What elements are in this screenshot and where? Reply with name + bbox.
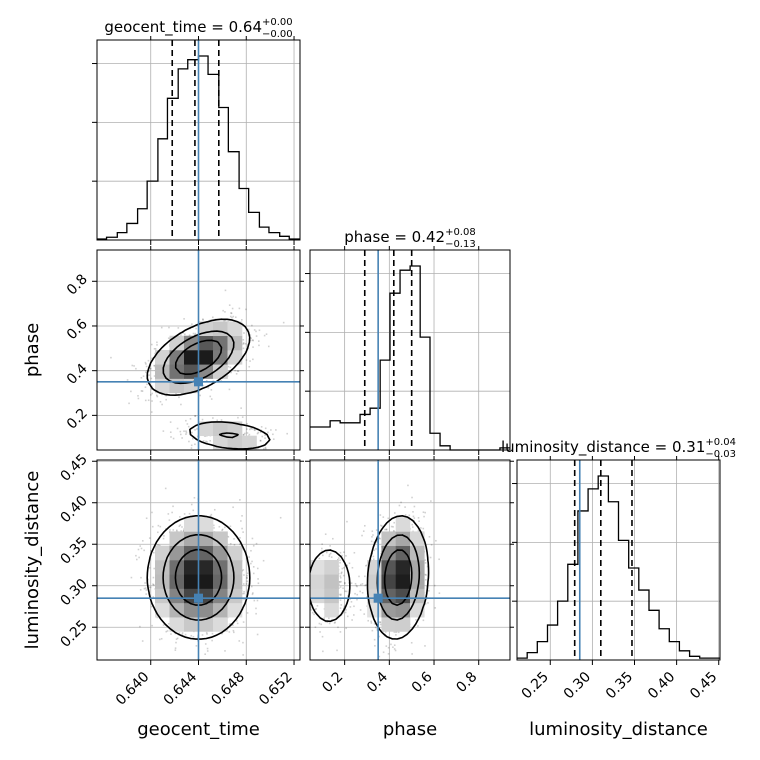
x-tick-label: 0.644 <box>161 669 201 709</box>
y-axis-label-luminosity_distance: luminosity_distance <box>22 471 43 650</box>
2d-panel-phase-vs-luminosity_distance <box>305 456 514 665</box>
panel-frame <box>516 459 721 661</box>
contour-line <box>174 548 223 606</box>
y-axis-label-phase: phase <box>22 323 43 377</box>
x-tick-label: 0.25 <box>519 669 552 702</box>
panel-frame <box>309 459 511 661</box>
contour-line <box>146 515 251 640</box>
y-tick-label: 0.8 <box>64 271 91 298</box>
hist-panel-luminosity_distance: luminosity_distance = 0.31+0.04 −0.03 <box>501 437 736 665</box>
density-contours <box>146 515 251 640</box>
contour-line <box>383 549 413 606</box>
x-tick-label: 0.648 <box>208 669 248 709</box>
x-tick-label: 0.2 <box>319 669 346 696</box>
panel-title-luminosity_distance: luminosity_distance = 0.31+0.04 −0.03 <box>501 437 736 460</box>
x-axis-label-geocent_time: geocent_time <box>137 719 260 740</box>
hist-panel-phase: phase = 0.42+0.08 −0.13 <box>305 227 511 455</box>
x-tick-label: 0.652 <box>256 669 296 709</box>
y-tick-label: 0.45 <box>58 451 91 484</box>
x-axis-label-phase: phase <box>383 719 437 740</box>
hist-panel-geocent_time: geocent_time = 0.64+0.00 −0.00 <box>92 17 301 245</box>
x-tick-label: 0.45 <box>687 669 720 702</box>
histogram-line <box>310 265 510 451</box>
contour-line <box>162 534 235 621</box>
2d-panel-geocent_time-vs-phase <box>92 246 304 455</box>
axis-labels: geocent_time phase luminosity_distancephas… <box>22 323 708 740</box>
x-tick-label: 0.8 <box>453 669 480 696</box>
x-tick-label: 0.640 <box>113 669 153 709</box>
x-tick-label: 0.4 <box>364 669 391 696</box>
panel-title-phase: phase = 0.42+0.08 −0.13 <box>344 227 475 250</box>
truth-marker <box>373 593 383 603</box>
x-axis-label-luminosity_distance: luminosity_distance <box>529 719 708 740</box>
2d-panel-geocent_time-vs-luminosity_distance <box>92 456 304 665</box>
x-tick-label: 0.30 <box>561 669 594 702</box>
truth-marker <box>194 377 203 387</box>
y-tick-label: 0.4 <box>64 361 91 388</box>
truth-marker <box>194 593 203 603</box>
y-tick-label: 0.40 <box>58 493 91 526</box>
contour-line <box>310 515 430 640</box>
x-tick-label: 0.40 <box>645 669 678 702</box>
histogram-line <box>517 475 720 659</box>
y-tick-label: 0.35 <box>58 534 91 567</box>
density-shading <box>155 517 243 632</box>
panel-frame <box>309 249 511 451</box>
x-tick-label: 0.35 <box>603 669 636 702</box>
x-tick-label: 0.6 <box>409 669 436 696</box>
y-tick-label: 0.25 <box>58 617 91 650</box>
y-tick-label: 0.30 <box>58 576 91 609</box>
y-tick-label: 0.6 <box>64 316 91 343</box>
panel-title-geocent_time: geocent_time = 0.64+0.00 −0.00 <box>104 17 292 40</box>
y-tick-label: 0.2 <box>64 405 91 432</box>
